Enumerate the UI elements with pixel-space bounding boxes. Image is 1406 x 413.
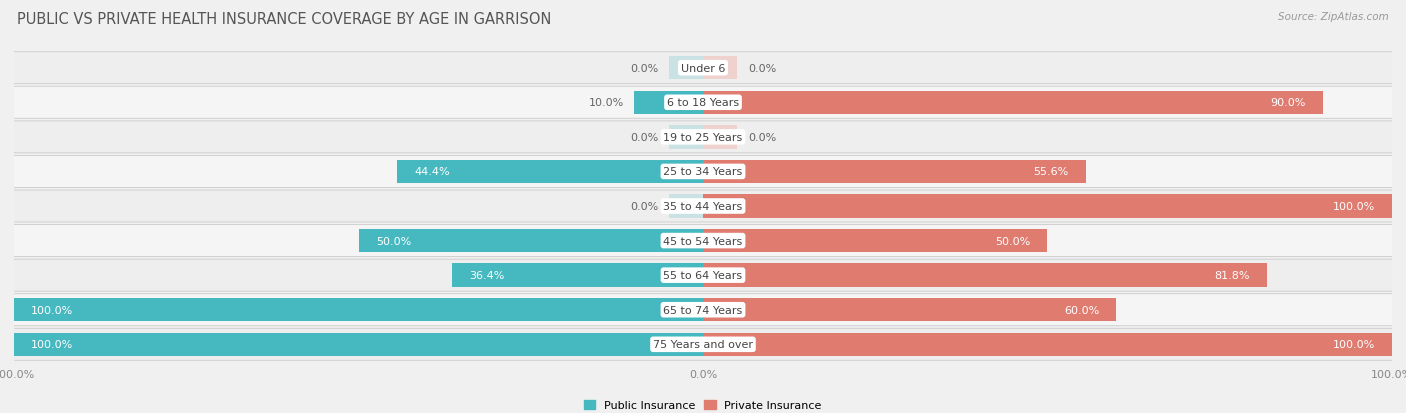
Text: 81.8%: 81.8% <box>1213 271 1250 280</box>
Text: 6 to 18 Years: 6 to 18 Years <box>666 98 740 108</box>
Text: 100.0%: 100.0% <box>1333 202 1375 211</box>
Text: Under 6: Under 6 <box>681 64 725 74</box>
Bar <box>359 229 703 253</box>
Bar <box>453 264 703 287</box>
Bar <box>703 229 1047 253</box>
FancyBboxPatch shape <box>14 259 1392 292</box>
Text: 45 to 54 Years: 45 to 54 Years <box>664 236 742 246</box>
FancyBboxPatch shape <box>14 260 1392 291</box>
Text: 0.0%: 0.0% <box>748 64 776 74</box>
FancyBboxPatch shape <box>14 328 1392 361</box>
FancyBboxPatch shape <box>14 191 1392 222</box>
Text: 25 to 34 Years: 25 to 34 Years <box>664 167 742 177</box>
FancyBboxPatch shape <box>14 156 1392 188</box>
Text: 65 to 74 Years: 65 to 74 Years <box>664 305 742 315</box>
FancyBboxPatch shape <box>14 122 1392 153</box>
Bar <box>703 160 1085 184</box>
Text: 50.0%: 50.0% <box>375 236 411 246</box>
Bar <box>703 126 738 149</box>
Text: 0.0%: 0.0% <box>630 64 658 74</box>
Bar <box>703 57 738 80</box>
Bar <box>14 333 703 356</box>
Text: 55.6%: 55.6% <box>1033 167 1069 177</box>
Bar <box>396 160 703 184</box>
Bar <box>669 126 703 149</box>
FancyBboxPatch shape <box>14 225 1392 256</box>
Text: 44.4%: 44.4% <box>415 167 450 177</box>
Text: 90.0%: 90.0% <box>1271 98 1306 108</box>
Text: 36.4%: 36.4% <box>470 271 505 280</box>
Text: 0.0%: 0.0% <box>630 202 658 211</box>
Text: 100.0%: 100.0% <box>1333 339 1375 349</box>
Text: 100.0%: 100.0% <box>31 305 73 315</box>
Text: 35 to 44 Years: 35 to 44 Years <box>664 202 742 211</box>
Text: 100.0%: 100.0% <box>31 339 73 349</box>
Text: 19 to 25 Years: 19 to 25 Years <box>664 133 742 142</box>
FancyBboxPatch shape <box>14 87 1392 119</box>
Text: 55 to 64 Years: 55 to 64 Years <box>664 271 742 280</box>
Legend: Public Insurance, Private Insurance: Public Insurance, Private Insurance <box>579 395 827 413</box>
Text: 0.0%: 0.0% <box>748 133 776 142</box>
Text: 50.0%: 50.0% <box>995 236 1031 246</box>
FancyBboxPatch shape <box>14 225 1392 257</box>
FancyBboxPatch shape <box>14 88 1392 119</box>
Bar <box>703 91 1323 115</box>
Text: 60.0%: 60.0% <box>1064 305 1099 315</box>
FancyBboxPatch shape <box>14 190 1392 223</box>
FancyBboxPatch shape <box>14 157 1392 188</box>
Text: 75 Years and over: 75 Years and over <box>652 339 754 349</box>
Bar <box>669 195 703 218</box>
Text: Source: ZipAtlas.com: Source: ZipAtlas.com <box>1278 12 1389 22</box>
Bar <box>14 298 703 322</box>
FancyBboxPatch shape <box>14 329 1392 360</box>
FancyBboxPatch shape <box>14 121 1392 154</box>
Bar <box>703 264 1267 287</box>
Bar <box>634 91 703 115</box>
Bar <box>703 333 1392 356</box>
FancyBboxPatch shape <box>14 294 1392 325</box>
Bar <box>669 57 703 80</box>
Bar <box>703 195 1392 218</box>
Text: 10.0%: 10.0% <box>589 98 624 108</box>
Text: 0.0%: 0.0% <box>630 133 658 142</box>
FancyBboxPatch shape <box>14 52 1392 85</box>
Text: PUBLIC VS PRIVATE HEALTH INSURANCE COVERAGE BY AGE IN GARRISON: PUBLIC VS PRIVATE HEALTH INSURANCE COVER… <box>17 12 551 27</box>
FancyBboxPatch shape <box>14 294 1392 326</box>
FancyBboxPatch shape <box>14 53 1392 84</box>
Bar <box>703 298 1116 322</box>
